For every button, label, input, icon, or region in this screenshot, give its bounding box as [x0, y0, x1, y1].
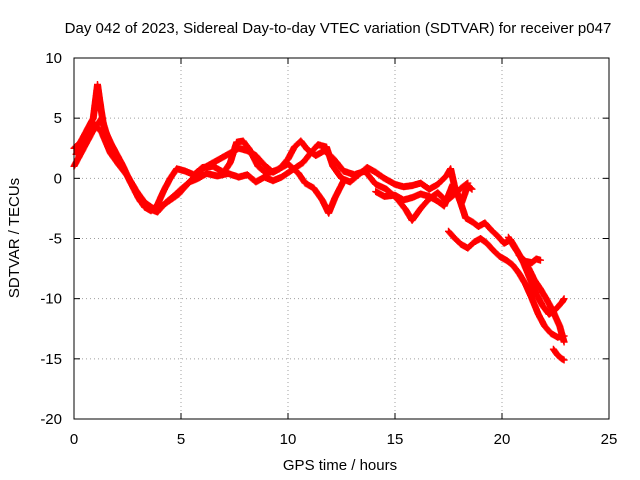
marker-path [445, 227, 568, 341]
series-track-b [70, 114, 476, 216]
y-tick-label: 10 [45, 50, 62, 67]
x-tick-label: 0 [70, 431, 78, 448]
data-points [70, 81, 568, 364]
tick-labels: 0 5 10 15 20 25 -20 -15 -10 -5 0 5 10 [40, 50, 617, 448]
y-tick-label: -10 [40, 291, 62, 308]
y-axis-label: SDTVAR / TECUs [6, 178, 23, 298]
marker-path [70, 114, 476, 216]
marker-path [549, 345, 568, 364]
y-tick-label: 5 [54, 110, 62, 127]
y-tick-label: -15 [40, 351, 62, 368]
x-tick-label: 10 [280, 431, 297, 448]
marker-path [72, 119, 472, 224]
y-tick-label: 0 [54, 170, 62, 187]
y-tick-label: -20 [40, 411, 62, 428]
series-track-h [549, 345, 568, 364]
series-track-c [72, 119, 472, 224]
chart-title: Day 042 of 2023, Sidereal Day-to-day VTE… [65, 20, 612, 37]
x-axis-label: GPS time / hours [283, 457, 397, 474]
series-track-g [515, 251, 544, 267]
axis-ticks [73, 57, 610, 420]
series-track-e [445, 227, 568, 341]
x-tick-label: 20 [494, 431, 511, 448]
grid [74, 58, 609, 419]
x-tick-label: 15 [387, 431, 404, 448]
marker-path [515, 251, 544, 267]
x-tick-label: 5 [177, 431, 185, 448]
x-tick-label: 25 [601, 431, 618, 448]
y-tick-label: -5 [49, 231, 62, 248]
